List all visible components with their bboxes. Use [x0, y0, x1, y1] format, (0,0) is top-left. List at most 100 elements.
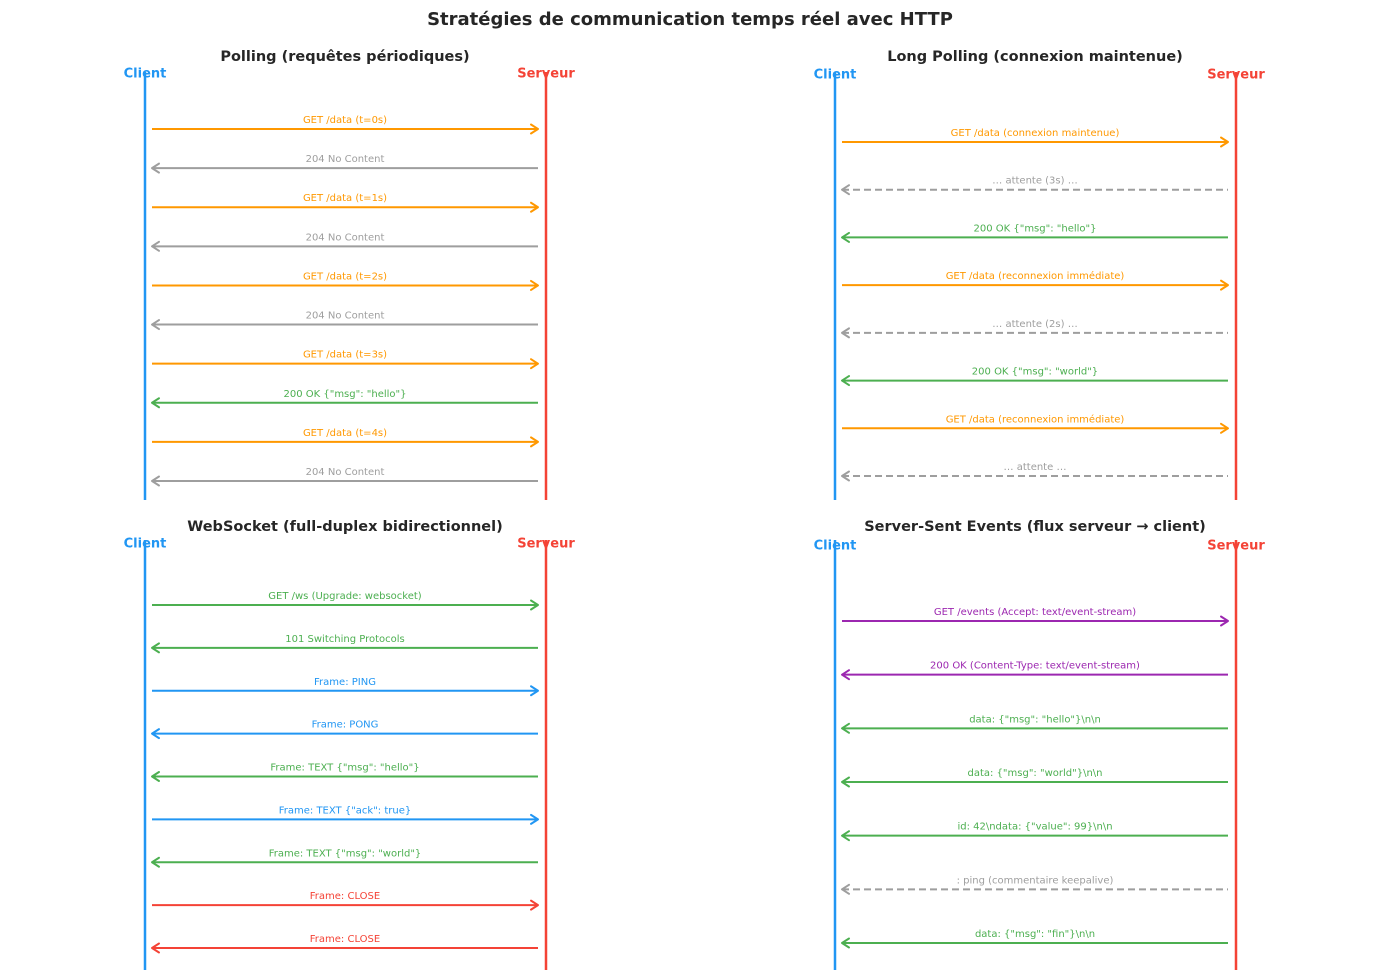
message-label: GET /ws (Upgrade: websocket) — [268, 591, 422, 602]
message-label: Frame: TEXT {"msg": "world"} — [269, 848, 422, 859]
arrow-head — [1220, 279, 1229, 291]
message-label: data: {"msg": "fin"}\n\n — [975, 929, 1095, 940]
message: GET /events (Accept: text/event-stream) — [842, 607, 1229, 627]
arrow-head — [841, 776, 850, 788]
message-label: 200 OK {"msg": "hello"} — [973, 223, 1096, 234]
message: 200 OK {"msg": "hello"} — [151, 389, 538, 409]
arrow-head — [530, 685, 539, 697]
arrow-head — [151, 162, 160, 174]
message-label: GET /events (Accept: text/event-stream) — [934, 607, 1136, 618]
message: 200 OK {"msg": "world"} — [841, 367, 1228, 387]
sequence-panel: Server-Sent Events (flux serveur → clien… — [814, 519, 1265, 970]
client-label: Client — [124, 67, 167, 82]
arrow-head — [841, 375, 850, 387]
message: Frame: PONG — [151, 720, 538, 740]
arrow-head — [841, 327, 850, 339]
message-label: 200 OK (Content-Type: text/event-stream) — [930, 661, 1140, 672]
sequence-panel: Long Polling (connexion maintenue) Client… — [814, 49, 1265, 500]
sequence-panel: WebSocket (full-duplex bidirectionnel) Cl… — [124, 519, 575, 970]
panel-title: Polling (requêtes périodiques) — [220, 49, 469, 65]
message-label: 101 Switching Protocols — [285, 634, 404, 645]
message: Frame: CLOSE — [152, 891, 539, 911]
arrow-head — [841, 883, 850, 895]
message-label: Frame: PONG — [312, 720, 379, 731]
arrow-head — [841, 231, 850, 243]
message-label: : ping (commentaire keepalive) — [957, 875, 1114, 886]
sequence-panel: Polling (requêtes périodiques) Client Serv… — [124, 49, 575, 500]
arrow-head — [530, 899, 539, 911]
arrow-head — [1220, 615, 1229, 627]
message-label: … attente (2s) … — [992, 319, 1077, 330]
arrow-head — [530, 436, 539, 448]
arrow-head — [841, 669, 850, 681]
message: GET /data (t=0s) — [152, 115, 539, 135]
arrow-head — [530, 813, 539, 825]
arrow-head — [151, 397, 160, 409]
message: 200 OK {"msg": "hello"} — [841, 223, 1228, 243]
message: Frame: PING — [152, 677, 539, 697]
arrow-head — [530, 599, 539, 611]
message-label: GET /data (t=1s) — [303, 193, 387, 204]
message-label: 204 No Content — [306, 467, 385, 478]
arrow-head — [151, 240, 160, 252]
message: 204 No Content — [151, 311, 538, 331]
message-label: Frame: CLOSE — [310, 891, 380, 902]
message-label: GET /data (t=0s) — [303, 115, 387, 126]
message: 204 No Content — [151, 467, 538, 487]
message-label: GET /data (reconnexion immédiate) — [946, 270, 1125, 282]
message: Frame: TEXT {"ack": true} — [152, 805, 539, 825]
arrow-head — [841, 470, 850, 482]
arrow-head — [530, 279, 539, 291]
message-label: GET /data (reconnexion immédiate) — [946, 413, 1125, 425]
arrow-head — [151, 856, 160, 868]
message: … attente (2s) … — [841, 319, 1228, 339]
server-label: Serveur — [517, 67, 575, 82]
arrow-head — [151, 771, 160, 782]
arrow-head — [530, 358, 539, 370]
message: GET /data (connexion maintenue) — [842, 128, 1229, 148]
arrow-head — [841, 722, 850, 734]
arrow-head — [151, 475, 160, 487]
message: 200 OK (Content-Type: text/event-stream) — [841, 661, 1228, 681]
arrow-head — [530, 123, 539, 135]
arrow-head — [841, 937, 850, 949]
message: GET /data (t=3s) — [152, 350, 539, 370]
message: Frame: CLOSE — [151, 934, 538, 954]
message: Frame: TEXT {"msg": "world"} — [151, 848, 538, 868]
arrow-head — [151, 319, 160, 331]
client-label: Client — [814, 539, 857, 554]
message-label: GET /data (t=4s) — [303, 428, 387, 439]
message-label: data: {"msg": "world"}\n\n — [968, 768, 1103, 779]
message: … attente … — [841, 462, 1228, 482]
message-label: Frame: PING — [314, 677, 376, 688]
message-label: 204 No Content — [306, 232, 385, 243]
message-label: 200 OK {"msg": "hello"} — [283, 389, 406, 400]
message: GET /ws (Upgrade: websocket) — [152, 591, 539, 611]
message-label: 204 No Content — [306, 311, 385, 322]
message-label: Frame: TEXT {"ack": true} — [279, 805, 412, 816]
panel-title: WebSocket (full-duplex bidirectionnel) — [187, 519, 502, 535]
message-label: Frame: TEXT {"msg": "hello"} — [270, 763, 419, 774]
arrow-head — [841, 830, 850, 842]
server-label: Serveur — [1207, 539, 1265, 554]
message: 204 No Content — [151, 232, 538, 252]
panel-title: Server-Sent Events (flux serveur → clien… — [864, 519, 1206, 535]
message-label: Frame: CLOSE — [310, 934, 380, 945]
message-label: GET /data (connexion maintenue) — [951, 128, 1120, 139]
message-label: GET /data (t=3s) — [303, 350, 387, 361]
message: GET /data (t=4s) — [152, 428, 539, 448]
server-label: Serveur — [1207, 68, 1265, 83]
message-label: … attente (3s) … — [992, 176, 1077, 187]
message: GET /data (t=2s) — [152, 271, 539, 291]
message: GET /data (t=1s) — [152, 193, 539, 213]
main-title: Stratégies de communication temps réel a… — [427, 9, 953, 30]
message: data: {"msg": "world"}\n\n — [841, 768, 1228, 788]
message: 101 Switching Protocols — [151, 634, 538, 654]
message: GET /data (reconnexion immédiate) — [842, 413, 1229, 434]
message: 204 No Content — [151, 154, 538, 174]
message: id: 42\ndata: {"value": 99}\n\n — [841, 822, 1228, 842]
arrow-head — [1220, 136, 1229, 148]
message-label: 200 OK {"msg": "world"} — [972, 367, 1098, 378]
arrow-head — [151, 942, 160, 954]
